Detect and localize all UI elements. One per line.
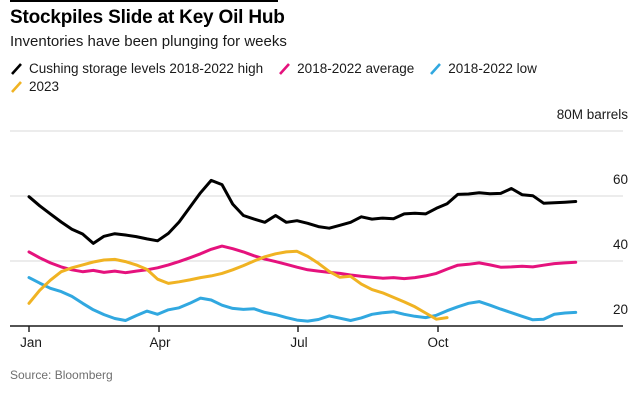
x-tick-label-apr: Apr xyxy=(149,335,171,350)
legend-label: 2023 xyxy=(29,79,60,94)
top-accent-bar xyxy=(10,0,278,2)
legend-label: 2018-2022 low xyxy=(448,61,537,76)
chart-subtitle: Inventories have been plunging for weeks xyxy=(10,33,287,50)
source-credit: Source: Bloomberg xyxy=(10,368,113,382)
x-tick-label-jan: Jan xyxy=(20,335,42,350)
y-tick-label-40: 40 xyxy=(612,237,628,252)
legend-item-average: 2018-2022 average xyxy=(278,61,414,76)
series-slash-swatch-icon xyxy=(11,80,22,93)
y-tick-label-60: 60 xyxy=(612,172,628,187)
x-tick-label-oct: Oct xyxy=(427,335,449,350)
legend-item-low: 2018-2022 low xyxy=(429,61,537,76)
chart-legend: Cushing storage levels 2018-2022 high 20… xyxy=(10,61,575,94)
legend-item-2023: 2023 xyxy=(10,79,59,94)
legend-label: 2018-2022 average xyxy=(297,61,415,76)
x-tick-label-jul: Jul xyxy=(290,335,308,350)
chart-title: Stockpiles Slide at Key Oil Hub xyxy=(10,7,285,28)
legend-item-high: Cushing storage levels 2018-2022 high xyxy=(10,61,263,76)
y-axis-unit-label: 80M barrels xyxy=(556,107,628,122)
series-slash-swatch-icon xyxy=(279,62,291,75)
series-slash-swatch-icon xyxy=(11,62,22,75)
legend-label: Cushing storage levels 2018-2022 high xyxy=(29,61,264,76)
series-slash-swatch-icon xyxy=(430,62,442,75)
y-tick-label-20: 20 xyxy=(612,302,628,317)
